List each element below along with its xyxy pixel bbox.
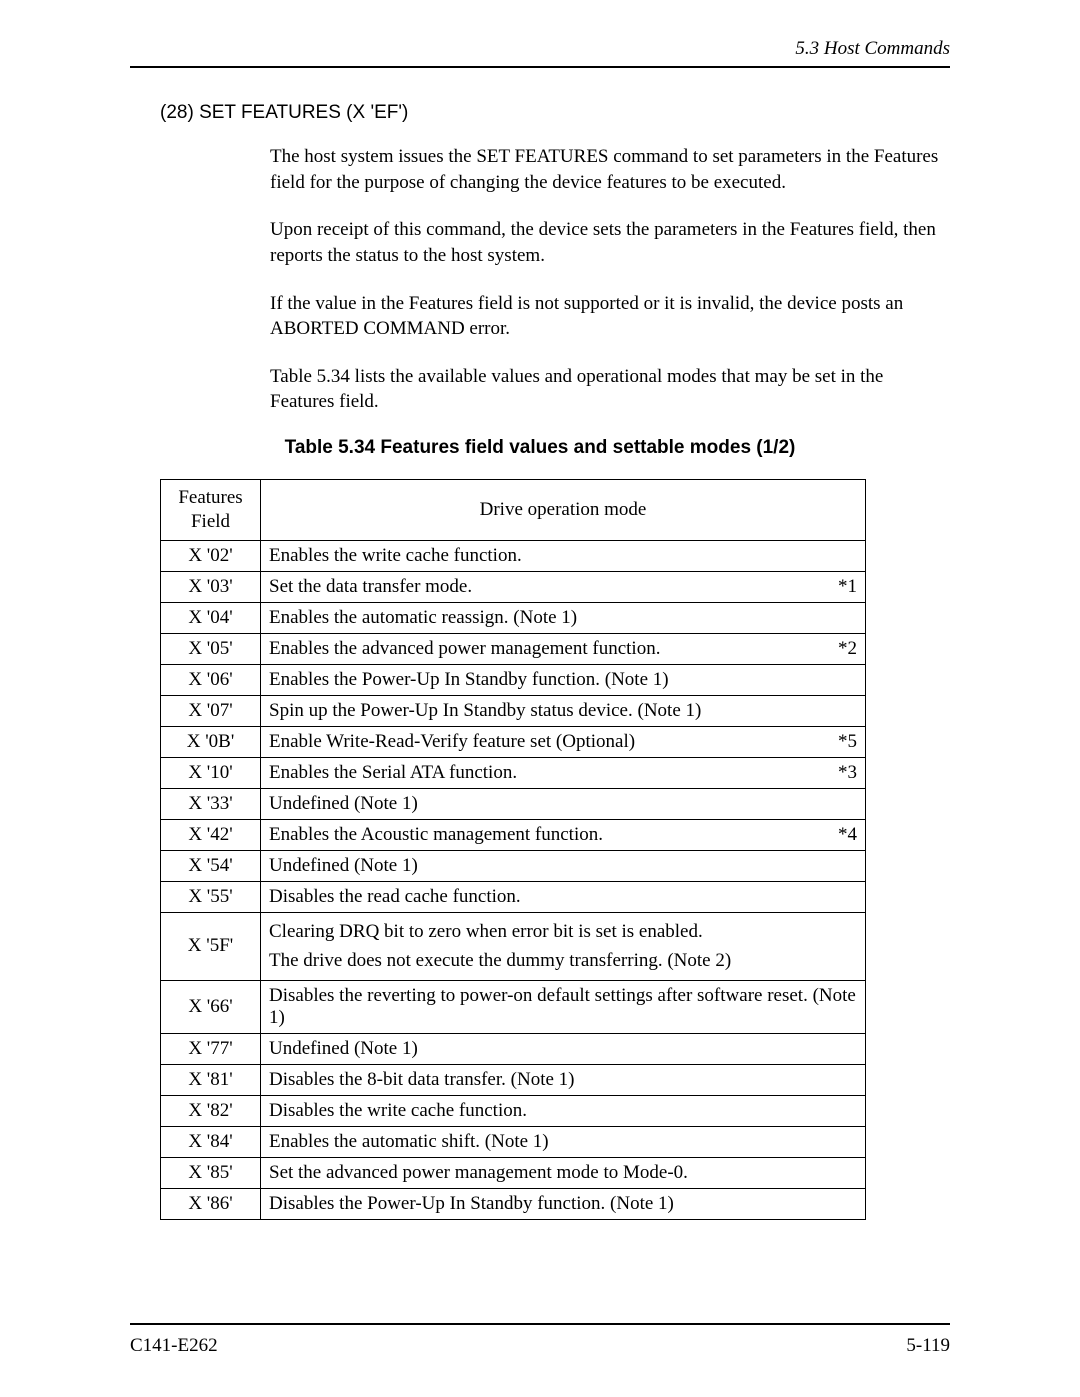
paragraph: If the value in the Features field is no… <box>270 291 942 342</box>
operation-mode-cell: Undefined (Note 1) <box>261 1033 866 1064</box>
operation-mode-cell: Enables the Power-Up In Standby function… <box>261 664 866 695</box>
table-row: X '02'Enables the write cache function. <box>161 540 866 571</box>
operation-mode-cell: Undefined (Note 1) <box>261 850 866 881</box>
page: 5.3 Host Commands (28) SET FEATURES (X '… <box>0 0 1080 1397</box>
running-head: 5.3 Host Commands <box>130 38 950 60</box>
table-row: X '86'Disables the Power-Up In Standby f… <box>161 1188 866 1219</box>
operation-mode-cell: Disables the write cache function. <box>261 1095 866 1126</box>
table-row: X '55'Disables the read cache function. <box>161 881 866 912</box>
operation-mode-cell: Clearing DRQ bit to zero when error bit … <box>261 912 866 980</box>
features-field-cell: X '55' <box>161 881 261 912</box>
features-field-cell: X '54' <box>161 850 261 881</box>
table-caption: Table 5.34 Features field values and set… <box>130 437 950 459</box>
features-field-cell: X '66' <box>161 980 261 1033</box>
features-field-cell: X '5F' <box>161 912 261 980</box>
table-header-features-field: Features Field <box>161 480 261 541</box>
operation-mode-cell: Undefined (Note 1) <box>261 788 866 819</box>
top-rule <box>130 66 950 68</box>
table-row: X '42' Enables the Acoustic management fu… <box>161 819 866 850</box>
table-header-row: Features Field Drive operation mode <box>161 480 866 541</box>
operation-mode-cell: Enables the automatic reassign. (Note 1) <box>261 602 866 633</box>
body-text-block: The host system issues the SET FEATURES … <box>270 144 942 415</box>
features-field-cell: X '03' <box>161 571 261 602</box>
note-mark: *5 <box>826 731 857 753</box>
table-row: X '82'Disables the write cache function. <box>161 1095 866 1126</box>
features-field-cell: X '86' <box>161 1188 261 1219</box>
table-row: X '5F'Clearing DRQ bit to zero when erro… <box>161 912 866 980</box>
table-row: X '85'Set the advanced power management … <box>161 1157 866 1188</box>
features-field-cell: X '81' <box>161 1064 261 1095</box>
note-mark: *3 <box>826 762 857 784</box>
operation-mode-text: Enables the Serial ATA function. <box>269 762 517 784</box>
features-table: Features Field Drive operation mode X '0… <box>160 479 866 1219</box>
features-field-cell: X '77' <box>161 1033 261 1064</box>
operation-mode-text: Enable Write-Read-Verify feature set (Op… <box>269 731 635 753</box>
operation-mode-cell: Disables the Power-Up In Standby functio… <box>261 1188 866 1219</box>
features-field-cell: X '85' <box>161 1157 261 1188</box>
table-row: X '07'Spin up the Power-Up In Standby st… <box>161 695 866 726</box>
table-row: X '0B' Enable Write-Read-Verify feature s… <box>161 726 866 757</box>
operation-mode-cell: Disables the 8-bit data transfer. (Note … <box>261 1064 866 1095</box>
operation-mode-cell: Enables the advanced power management fu… <box>261 633 866 664</box>
paragraph: The host system issues the SET FEATURES … <box>270 144 942 195</box>
table-row: X '54'Undefined (Note 1) <box>161 850 866 881</box>
features-field-cell: X '0B' <box>161 726 261 757</box>
features-field-cell: X '04' <box>161 602 261 633</box>
paragraph: Table 5.34 lists the available values an… <box>270 364 942 415</box>
table-row: X '10' Enables the Serial ATA function. *3 <box>161 757 866 788</box>
table-row: X '04'Enables the automatic reassign. (N… <box>161 602 866 633</box>
features-field-cell: X '02' <box>161 540 261 571</box>
table-row: X '81'Disables the 8-bit data transfer. … <box>161 1064 866 1095</box>
table-row: X '66'Disables the reverting to power-on… <box>161 980 866 1033</box>
footer-page-number: 5-119 <box>906 1335 950 1357</box>
features-field-cell: X '82' <box>161 1095 261 1126</box>
note-mark: *2 <box>826 638 857 660</box>
table-row: X '05' Enables the advanced power managem… <box>161 633 866 664</box>
operation-mode-cell: Enables the Acoustic management function… <box>261 819 866 850</box>
operation-mode-cell: Spin up the Power-Up In Standby status d… <box>261 695 866 726</box>
operation-mode-cell: Enables the write cache function. <box>261 540 866 571</box>
operation-mode-cell: Set the data transfer mode. *1 <box>261 571 866 602</box>
operation-mode-text: Enables the advanced power management fu… <box>269 638 660 660</box>
section-heading: (28) SET FEATURES (X 'EF') <box>160 102 950 124</box>
bottom-rule <box>130 1323 950 1325</box>
features-field-cell: X '07' <box>161 695 261 726</box>
operation-mode-cell: Enable Write-Read-Verify feature set (Op… <box>261 726 866 757</box>
table-row: X '06'Enables the Power-Up In Standby fu… <box>161 664 866 695</box>
table-row: X '03' Set the data transfer mode. *1 <box>161 571 866 602</box>
features-field-cell: X '42' <box>161 819 261 850</box>
operation-mode-text: Enables the Acoustic management function… <box>269 824 603 846</box>
features-field-cell: X '10' <box>161 757 261 788</box>
table-row: X '33'Undefined (Note 1) <box>161 788 866 819</box>
footer-doc-id: C141-E262 <box>130 1335 218 1357</box>
table-row: X '84'Enables the automatic shift. (Note… <box>161 1126 866 1157</box>
features-field-cell: X '06' <box>161 664 261 695</box>
features-field-cell: X '84' <box>161 1126 261 1157</box>
operation-mode-cell: Set the advanced power management mode t… <box>261 1157 866 1188</box>
features-field-cell: X '05' <box>161 633 261 664</box>
operation-mode-cell: Disables the read cache function. <box>261 881 866 912</box>
note-mark: *1 <box>826 576 857 598</box>
operation-mode-text: Set the data transfer mode. <box>269 576 472 598</box>
note-mark: *4 <box>826 824 857 846</box>
operation-mode-cell: Enables the Serial ATA function. *3 <box>261 757 866 788</box>
table-header-operation-mode: Drive operation mode <box>261 480 866 541</box>
operation-mode-cell: Enables the automatic shift. (Note 1) <box>261 1126 866 1157</box>
page-footer: C141-E262 5-119 <box>130 1323 950 1357</box>
table-row: X '77'Undefined (Note 1) <box>161 1033 866 1064</box>
features-field-cell: X '33' <box>161 788 261 819</box>
operation-mode-cell: Disables the reverting to power-on defau… <box>261 980 866 1033</box>
paragraph: Upon receipt of this command, the device… <box>270 217 942 268</box>
